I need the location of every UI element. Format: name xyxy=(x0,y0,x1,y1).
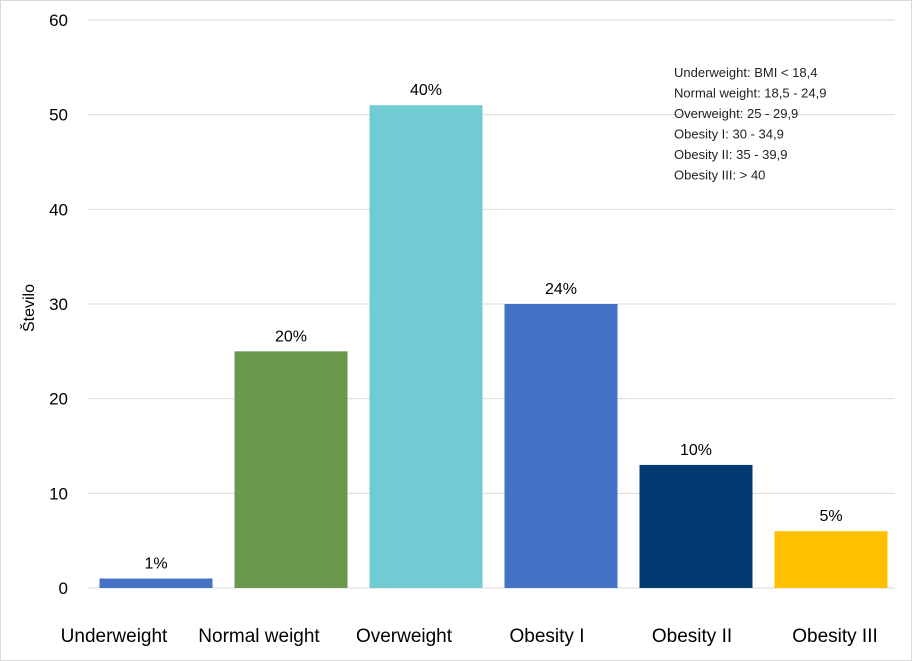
data-labels: 1% 20% 40% 24% 10% 5% xyxy=(144,82,842,572)
bar xyxy=(639,464,753,588)
annotation-line: Overweight: 25 - 29,9 xyxy=(674,106,798,121)
annotation-line: Normal weight: 18,5 - 24,9 xyxy=(674,86,826,101)
y-tick-label: 50 xyxy=(49,106,68,125)
data-label: 10% xyxy=(680,442,712,459)
annotation-line: Obesity III: > 40 xyxy=(674,168,765,183)
bar xyxy=(99,578,213,588)
x-category-label: Obesity I xyxy=(510,626,585,647)
x-category-label: Normal weight xyxy=(198,626,320,647)
y-tick-label: 40 xyxy=(49,200,68,219)
y-axis-ticks: 0 10 20 30 40 50 60 xyxy=(49,11,68,598)
bar xyxy=(504,304,618,588)
y-tick-label: 20 xyxy=(49,390,68,409)
x-category-label: Overweight xyxy=(356,626,453,647)
x-category-label: Obesity II xyxy=(652,626,732,647)
x-axis-category-labels: Underweight Normal weight Overweight Obesit… xyxy=(61,626,878,647)
bar xyxy=(234,351,348,588)
y-tick-label: 30 xyxy=(49,295,68,314)
y-tick-label: 0 xyxy=(59,579,68,598)
bar xyxy=(369,105,483,588)
gridlines xyxy=(88,19,895,589)
data-label: 24% xyxy=(545,281,577,298)
x-category-label: Obesity III xyxy=(792,626,878,647)
data-label: 5% xyxy=(819,508,842,525)
bars xyxy=(99,105,888,588)
data-label: 1% xyxy=(144,556,167,573)
y-tick-label: 60 xyxy=(49,11,68,30)
bmi-annotation: Underweight: BMI < 18,4 Normal weight: 18… xyxy=(674,65,826,183)
annotation-line: Obesity II: 35 - 39,9 xyxy=(674,147,787,162)
y-axis-label: Število xyxy=(19,284,38,332)
annotation-line: Underweight: BMI < 18,4 xyxy=(674,65,817,80)
bar xyxy=(774,531,888,588)
data-label: 40% xyxy=(410,82,442,99)
y-tick-label: 10 xyxy=(49,484,68,503)
data-label: 20% xyxy=(275,328,307,345)
annotation-line: Obesity I: 30 - 34,9 xyxy=(674,127,784,142)
x-category-label: Underweight xyxy=(61,626,168,647)
